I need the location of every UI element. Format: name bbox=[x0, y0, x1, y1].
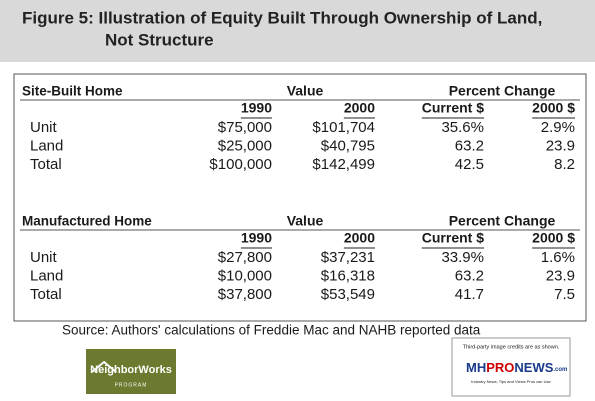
table-cell: $142,499 bbox=[312, 156, 375, 173]
percent-header: Percent Change bbox=[449, 213, 556, 229]
source-note: Source: Authors' calculations of Freddie… bbox=[62, 323, 481, 338]
column-header: 1990 bbox=[241, 230, 272, 246]
column-header: Current $ bbox=[422, 100, 484, 116]
column-header: 2000 bbox=[344, 230, 375, 246]
table-cell: $101,704 bbox=[312, 119, 375, 136]
table-cell: $37,231 bbox=[321, 249, 375, 266]
logo-mh: MH bbox=[466, 360, 486, 375]
table-cell: $37,800 bbox=[218, 286, 272, 303]
table-cell: $10,000 bbox=[218, 267, 272, 284]
row-label: Total bbox=[30, 156, 62, 173]
table-cell: 23.9 bbox=[546, 137, 575, 154]
logo-text: MHPRONEWS.com bbox=[466, 360, 567, 375]
table-cell: 35.6% bbox=[441, 119, 484, 136]
logo-news: NEWS bbox=[514, 360, 553, 375]
table-cell: 63.2 bbox=[455, 137, 484, 154]
neighborworks-program: PROGRAM bbox=[115, 382, 148, 388]
table-cell: $27,800 bbox=[218, 249, 272, 266]
title-band bbox=[0, 0, 595, 62]
row-label: Land bbox=[30, 267, 63, 284]
table-cell: 2.9% bbox=[541, 119, 575, 136]
row-label: Total bbox=[30, 286, 62, 303]
credit-note: Third-party image credits are as shown. bbox=[463, 344, 560, 350]
column-header: Current $ bbox=[422, 230, 484, 246]
table-cell: 7.5 bbox=[554, 286, 575, 303]
table-cell: 42.5 bbox=[455, 156, 484, 173]
column-header: 2000 $ bbox=[532, 230, 575, 246]
table-cell: 1.6% bbox=[541, 249, 575, 266]
column-header: 1990 bbox=[241, 100, 272, 116]
neighborworks-logo bbox=[86, 349, 176, 394]
table: Site-Built Home Value Percent Change 1990 20… bbox=[20, 83, 580, 303]
table-cell: $25,000 bbox=[218, 137, 272, 154]
neighborworks-name: NeighborWorks bbox=[90, 364, 172, 376]
table-cell: 23.9 bbox=[546, 267, 575, 284]
logo-com: .com bbox=[553, 367, 567, 373]
table-cell: $100,000 bbox=[209, 156, 272, 173]
column-header: 2000 $ bbox=[532, 100, 575, 116]
mhpronews-logo bbox=[451, 337, 571, 397]
value-header: Value bbox=[287, 213, 324, 229]
value-header: Value bbox=[287, 83, 324, 99]
column-header: 2000 bbox=[344, 100, 375, 116]
row-label: Unit bbox=[30, 249, 58, 266]
table-cell: 33.9% bbox=[441, 249, 484, 266]
title-line: Figure 5: Illustration of Equity Built T… bbox=[22, 8, 542, 27]
table-frame bbox=[13, 73, 587, 322]
table-cell: $53,549 bbox=[321, 286, 375, 303]
section-title: Manufactured Home bbox=[22, 214, 152, 229]
percent-header: Percent Change bbox=[449, 83, 556, 99]
table-cell: $16,318 bbox=[321, 267, 375, 284]
table-cell: 41.7 bbox=[455, 286, 484, 303]
row-label: Land bbox=[30, 137, 63, 154]
section-title: Site-Built Home bbox=[22, 84, 123, 99]
title-line: Not Structure bbox=[105, 30, 214, 49]
table-cell: $40,795 bbox=[321, 137, 375, 154]
logo-roof bbox=[91, 360, 117, 373]
logo-pro: PRO bbox=[486, 360, 514, 375]
table-cell: $75,000 bbox=[218, 119, 272, 136]
logo-tagline: Industry News, Tips and Views Pros can U… bbox=[471, 379, 551, 384]
row-label: Unit bbox=[30, 119, 58, 136]
table-cell: 8.2 bbox=[554, 156, 575, 173]
table-cell: 63.2 bbox=[455, 267, 484, 284]
